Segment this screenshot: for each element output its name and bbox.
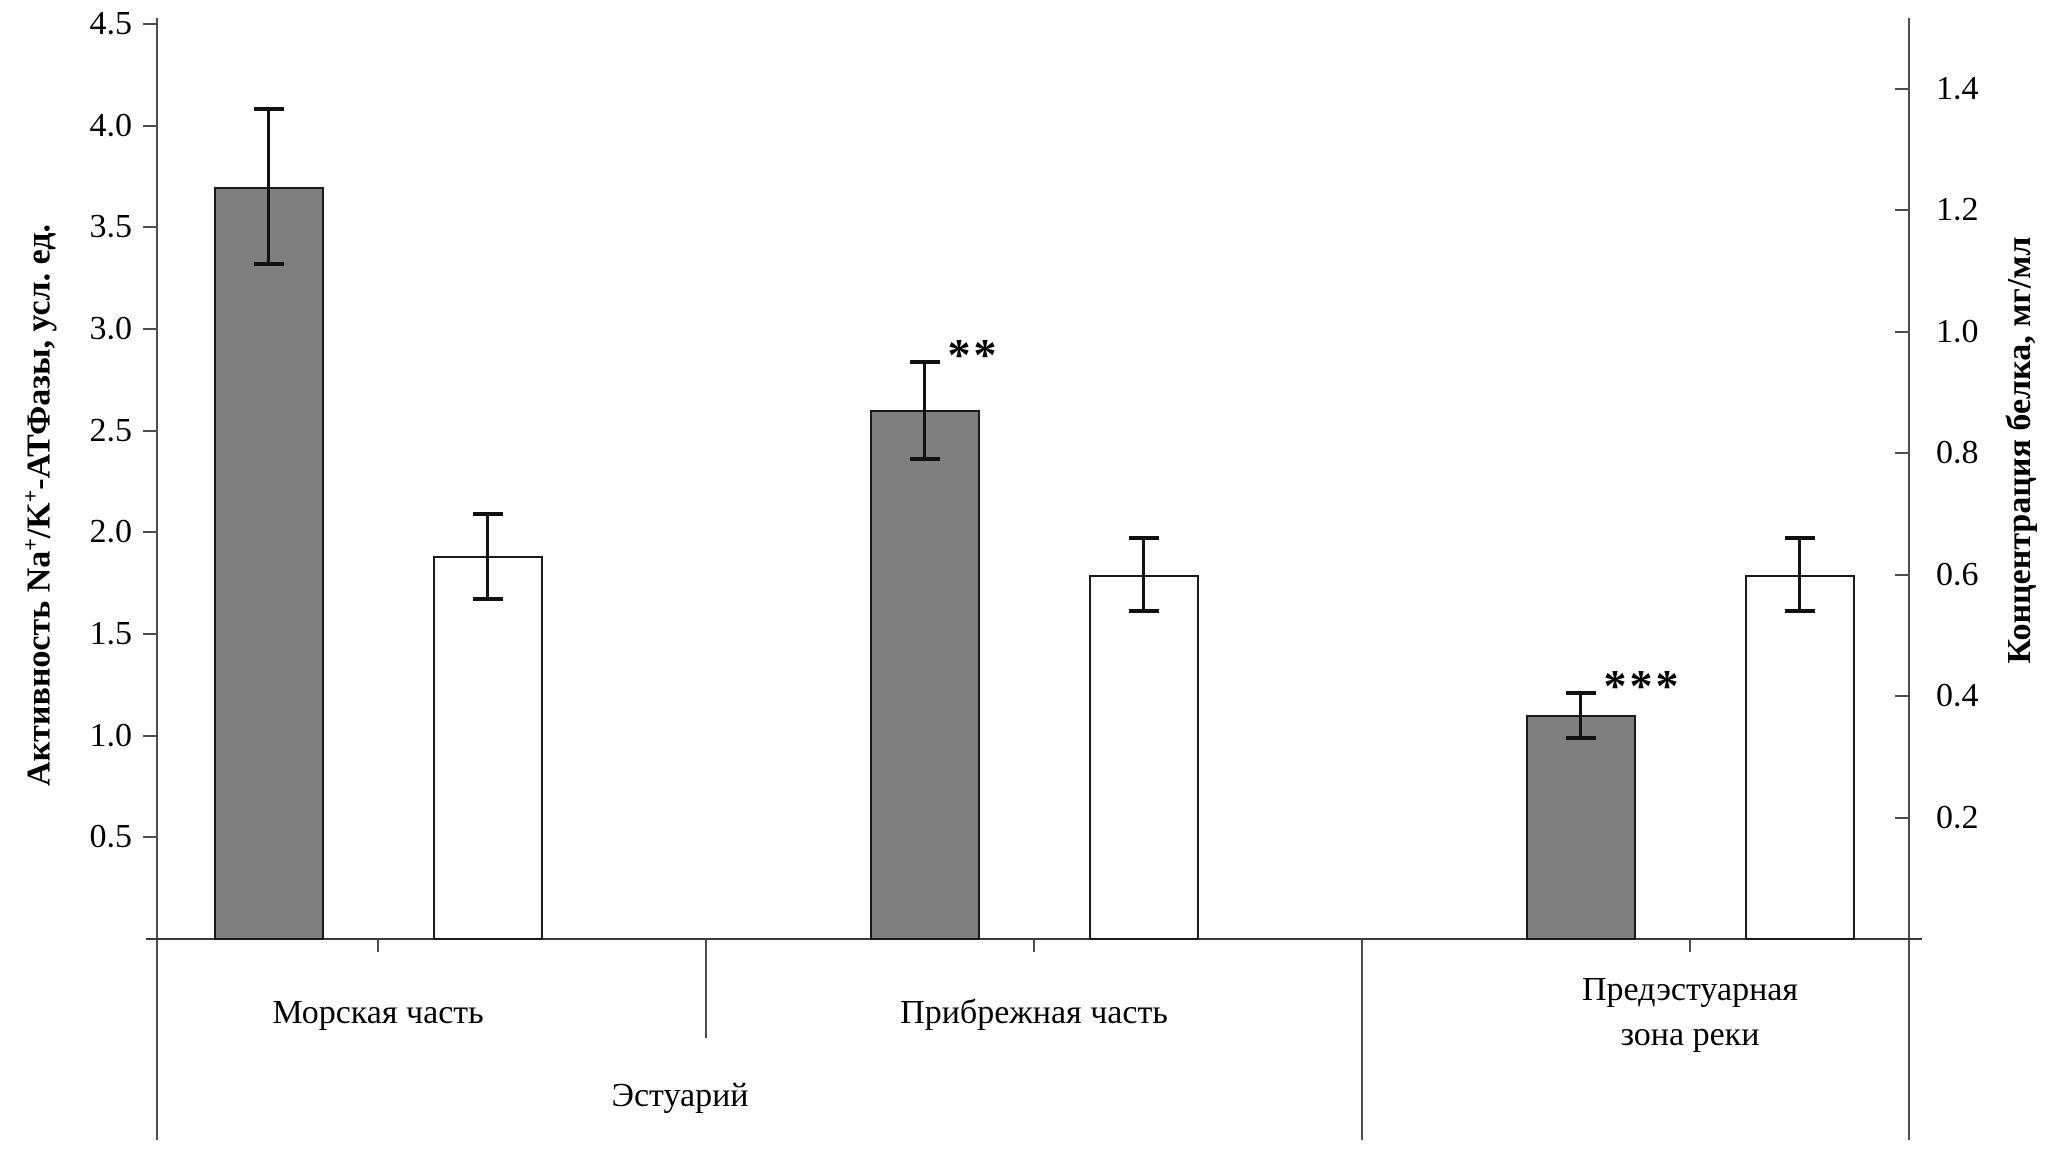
y-axis-left-tick-label: 3.5 xyxy=(89,208,133,246)
y-axis-left-tick-label: 3.0 xyxy=(89,310,133,348)
x-axis-category-label: Прибрежная часть xyxy=(754,990,1314,1035)
category-label-line: Прибрежная часть xyxy=(900,993,1168,1031)
error-bar-cap-bottom xyxy=(1128,609,1159,613)
error-bar-cap-bottom xyxy=(472,596,503,601)
category-separator-1 xyxy=(705,939,707,1038)
x-axis-category-tick xyxy=(1689,939,1691,952)
y-axis-right-tick xyxy=(1895,209,1909,212)
error-bar-cap-top xyxy=(1784,536,1815,541)
y-axis-left-tick-label: 0.5 xyxy=(89,818,133,856)
y-axis-left-tick xyxy=(143,836,157,839)
error-bar-cap-top xyxy=(1565,690,1596,695)
category-label-line: Морская часть xyxy=(272,993,484,1031)
category-label-line: зона реки xyxy=(1620,1016,1760,1053)
y-axis-left-line xyxy=(156,18,158,1140)
x-axis-category-tick xyxy=(377,939,379,952)
y-axis-right-tick-label: 0.6 xyxy=(1936,555,1979,593)
error-bar-cap-top xyxy=(253,107,284,112)
error-bar-line xyxy=(1142,538,1145,611)
y-axis-right-tick-label: 1.0 xyxy=(1936,312,1979,350)
bar-white-category3 xyxy=(1744,574,1855,940)
y-axis-left-tick xyxy=(143,226,157,229)
y-axis-left-tick xyxy=(143,124,157,127)
bar-white-category1 xyxy=(432,556,543,940)
error-bar-line xyxy=(486,513,489,599)
error-bar-line xyxy=(1798,538,1801,611)
y-axis-left-tick xyxy=(143,734,157,737)
y-axis-left-tick-label: 2.0 xyxy=(89,513,133,551)
x-axis-category-label: Предэстуарная зона реки xyxy=(1410,967,1970,1057)
category-separator-2 xyxy=(1361,939,1363,1140)
y-axis-right-tick xyxy=(1895,87,1909,90)
x-axis-category-tick xyxy=(1033,939,1035,952)
y-axis-left-tick xyxy=(143,531,157,534)
category-label-line: Предэстуарная xyxy=(1581,971,1798,1008)
y-axis-right-tick xyxy=(1895,695,1909,698)
y-axis-right-tick xyxy=(1895,573,1909,576)
y-axis-right-tick-label: 0.8 xyxy=(1936,434,1979,472)
y-axis-right-tick-label: 0.2 xyxy=(1936,798,1979,836)
y-axis-left-tick-label: 1.0 xyxy=(89,716,133,754)
error-bar-cap-bottom xyxy=(1784,609,1815,613)
significance-marker: *** xyxy=(1603,659,1682,711)
y-axis-left-tick xyxy=(143,429,157,432)
y-axis-left-tick xyxy=(143,23,157,26)
title-superscript: + xyxy=(17,538,43,551)
bar-white-category2 xyxy=(1088,574,1199,940)
y-axis-left-tick xyxy=(143,633,157,636)
y-axis-left-tick-label: 1.5 xyxy=(89,615,133,653)
y-axis-left-tick xyxy=(143,328,157,331)
error-bar-cap-bottom xyxy=(909,457,940,462)
y-axis-right-tick xyxy=(1895,452,1909,455)
y-axis-right-tick-label: 0.4 xyxy=(1936,677,1979,715)
x-axis-category-label: Морская часть xyxy=(98,990,658,1035)
error-bar-cap-bottom xyxy=(1565,735,1596,740)
error-bar-cap-top xyxy=(472,511,503,516)
error-bar-line xyxy=(923,361,926,460)
error-bar-cap-top xyxy=(1128,536,1159,541)
y-axis-left-tick-label: 4.0 xyxy=(89,106,133,144)
bar-gray-category3 xyxy=(1525,715,1636,940)
title-superscript: + xyxy=(17,489,43,503)
y-axis-right-tick xyxy=(1895,816,1909,819)
error-bar-line xyxy=(267,109,270,264)
error-bar-cap-top xyxy=(909,359,940,364)
y-axis-right-tick-label: 1.2 xyxy=(1936,191,1979,229)
y-axis-right-tick-label: 1.4 xyxy=(1936,69,1979,107)
y-axis-right-line xyxy=(1908,18,1910,1140)
error-bar-line xyxy=(1579,692,1582,738)
y-axis-left-tick-label: 2.5 xyxy=(89,411,133,449)
significance-marker: ** xyxy=(947,328,1000,380)
bar-gray-category2 xyxy=(869,410,980,940)
x-axis-group-label: Эстуарий xyxy=(611,1077,749,1114)
bar-gray-category1 xyxy=(213,186,324,940)
y-axis-left-tick-label: 4.5 xyxy=(89,5,133,43)
error-bar-cap-bottom xyxy=(253,261,284,266)
y-axis-right-tick xyxy=(1895,330,1909,333)
